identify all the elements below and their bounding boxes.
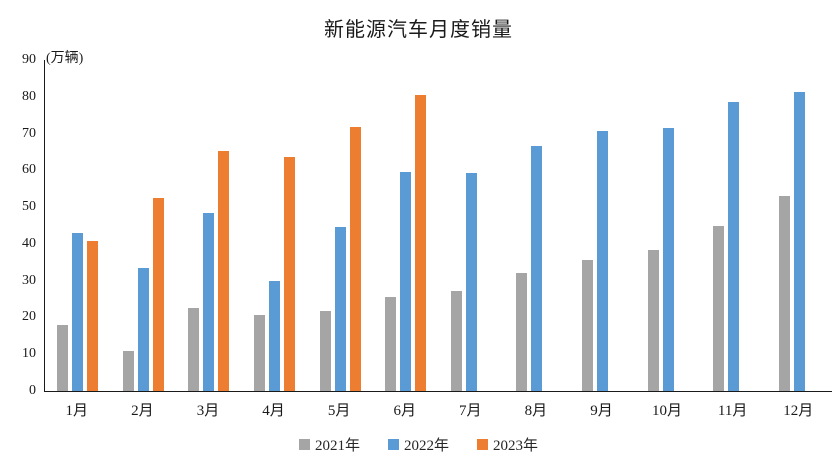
bar-2022年-10月 — [662, 128, 674, 391]
y-tick-label: 80 — [22, 88, 36, 104]
bar-2021年-2月 — [122, 350, 134, 391]
y-tick-label: 20 — [22, 309, 36, 325]
legend-swatch-icon — [387, 439, 399, 450]
bar-2022年-4月 — [269, 281, 281, 391]
x-tick-label: 8月 — [524, 403, 548, 419]
bar-2021年-8月 — [516, 272, 528, 391]
bar-2022年-3月 — [203, 213, 215, 391]
x-tick-label: 12月 — [783, 403, 814, 419]
y-tick-label: 40 — [22, 235, 36, 251]
bar-2023年-2月 — [152, 197, 164, 391]
bar-2022年-12月 — [793, 91, 805, 391]
bar-2021年-12月 — [778, 195, 790, 391]
plot-area — [44, 60, 832, 392]
y-tick-label: 90 — [22, 52, 36, 67]
x-tick-label: 5月 — [327, 403, 351, 419]
y-tick-label: 50 — [22, 199, 36, 215]
legend-label: 2021年 — [314, 438, 360, 454]
legend-item-2022年: 2022年 — [387, 434, 449, 455]
bar-2023年-5月 — [349, 127, 361, 391]
bar-2022年-1月 — [72, 232, 84, 391]
x-tick-label: 3月 — [196, 403, 220, 419]
legend-item-2023年: 2023年 — [477, 434, 538, 455]
x-tick-label: 11月 — [717, 403, 748, 419]
bar-2022年-11月 — [728, 101, 740, 391]
bar-2022年-7月 — [465, 172, 477, 391]
bar-2022年-8月 — [531, 146, 543, 391]
bar-2021年-7月 — [450, 291, 462, 391]
bar-2021年-5月 — [319, 311, 331, 391]
legend: 2021年 2022年 2023年 — [0, 434, 837, 455]
bar-2021年-4月 — [254, 315, 266, 391]
legend-item-2021年: 2021年 — [298, 434, 360, 455]
y-tick-label: 10 — [22, 346, 36, 362]
bar-2021年-3月 — [188, 307, 200, 391]
x-tick-label: 4月 — [262, 403, 285, 419]
x-tick-label: 10月 — [652, 403, 683, 419]
y-tick-label: 30 — [22, 272, 36, 288]
bar-2022年-6月 — [400, 171, 412, 391]
legend-swatch-icon — [477, 439, 488, 450]
bar-2022年-9月 — [596, 130, 608, 391]
bar-2022年-2月 — [137, 268, 149, 391]
y-tick-label: 70 — [22, 125, 36, 141]
bar-2023年-3月 — [218, 150, 230, 391]
y-axis-unit-label: (万辆) — [46, 51, 84, 66]
y-tick-label: 60 — [22, 162, 36, 178]
bar-2021年-10月 — [647, 250, 659, 391]
x-tick-label: 9月 — [590, 403, 613, 419]
x-tick-label: 2月 — [131, 403, 154, 419]
bar-2023年-1月 — [87, 240, 99, 391]
bar-2021年-11月 — [713, 225, 725, 391]
chart-title: 新能源汽车月度销量 — [324, 19, 513, 41]
bar-2021年-9月 — [581, 259, 593, 391]
x-tick-label: 1月 — [65, 403, 89, 419]
y-tick-label: 0 — [29, 383, 36, 398]
legend-swatch-icon — [298, 439, 310, 450]
x-tick-label: 7月 — [459, 403, 482, 419]
legend-label: 2022年 — [403, 438, 449, 454]
bar-2023年-4月 — [284, 157, 296, 391]
bar-2021年-1月 — [57, 325, 69, 391]
bar-2021年-6月 — [385, 296, 397, 391]
bar-2023年-6月 — [415, 94, 427, 391]
x-tick-label: 6月 — [393, 403, 416, 419]
bar-2022年-5月 — [334, 226, 346, 391]
legend-label: 2023年 — [493, 438, 539, 454]
